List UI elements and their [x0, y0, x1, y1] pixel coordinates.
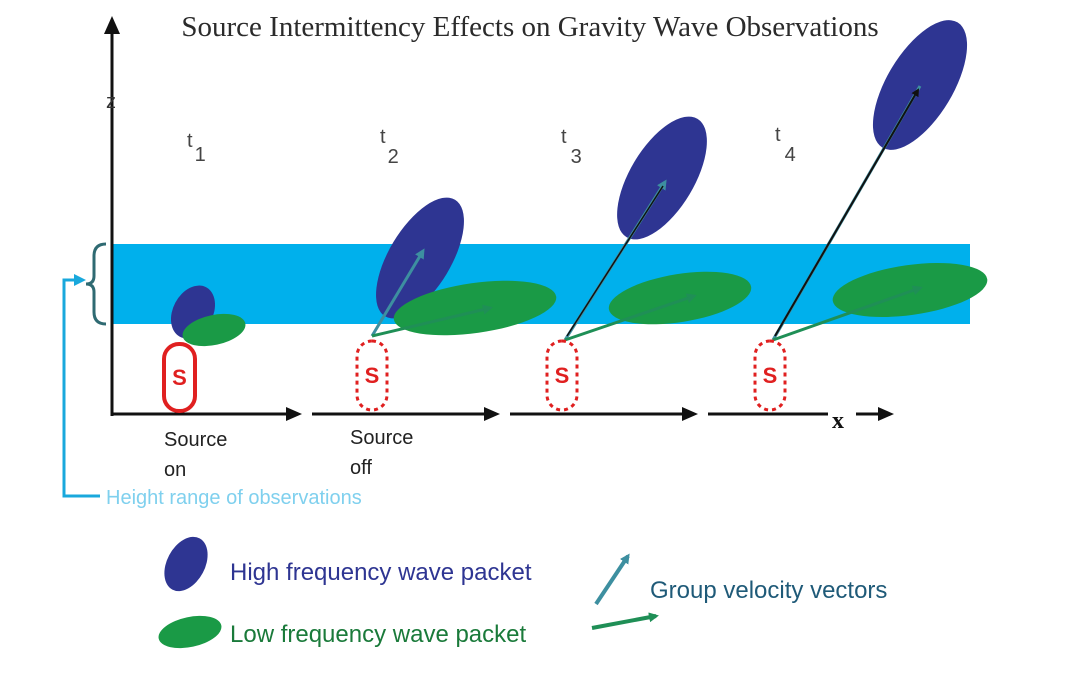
legend-high-frequency-icon — [164, 536, 208, 592]
time-label-t1: t1 — [187, 130, 206, 166]
group-velocity-vector-low-t3 — [564, 293, 697, 342]
time-label-t1-sub: 1 — [195, 144, 206, 166]
x-axis-tail-arrowhead — [878, 407, 894, 421]
legend-low-frequency-label: Low frequency wave packet — [230, 621, 527, 648]
time-label-t1-base: t — [187, 130, 193, 152]
group-velocity-vector-high-t2 — [370, 248, 425, 337]
legend-high-frequency-label: High frequency wave packet — [230, 559, 532, 586]
time-label-t4-sub: 4 — [785, 144, 796, 166]
source-off-marker-t2 — [355, 339, 389, 412]
height-range-brace — [85, 242, 107, 326]
source-off-symbol-t4: S — [763, 363, 778, 388]
height-range-connector-arrowhead — [74, 274, 86, 286]
group-velocity-vector-low-t4 — [772, 285, 923, 342]
legend-low-frequency-icon — [158, 615, 222, 649]
vector-dark-core-t4 — [774, 88, 920, 337]
legend-group-velocity-low-arrow-icon — [591, 612, 659, 630]
time-label-t4: t4 — [775, 124, 796, 166]
height-range-label: Height range of observations — [106, 487, 362, 509]
source-off-caption-line1: Source — [350, 427, 413, 449]
vector-dark-core-t3 — [566, 185, 664, 337]
legend-group-velocity-high-arrow-icon — [594, 553, 630, 606]
diagram-title: Source Intermittency Effects on Gravity … — [181, 11, 878, 43]
low-frequency-packet-t1 — [182, 313, 246, 347]
source-off-marker-t4 — [753, 339, 787, 412]
source-off-marker-t3 — [545, 339, 579, 412]
high-frequency-packet-t4 — [872, 20, 968, 150]
source-off-caption-line2: off — [350, 457, 372, 479]
time-label-t2: t2 — [380, 126, 399, 168]
x-axis-segment-1-arrowhead — [286, 407, 302, 421]
legend-group-velocity-label: Group velocity vectors — [650, 577, 887, 604]
height-range-connector — [62, 278, 100, 498]
source-on-marker — [162, 342, 197, 413]
source-on-symbol: S — [172, 365, 187, 390]
time-label-t2-base: t — [380, 126, 386, 148]
group-velocity-vector-low-t2 — [371, 304, 493, 338]
source-on-caption-line2: on — [164, 459, 186, 481]
time-label-t4-base: t — [775, 124, 781, 146]
time-label-t3-sub: 3 — [571, 146, 582, 168]
low-frequency-packet-t3 — [608, 271, 752, 325]
time-label-t3: t3 — [561, 126, 582, 168]
x-axis-segment-2-arrowhead — [484, 407, 500, 421]
high-frequency-packet-t3 — [617, 116, 707, 240]
time-label-t3-base: t — [561, 126, 567, 148]
x-axis-segment-3-arrowhead — [682, 407, 698, 421]
time-label-t2-sub: 2 — [388, 146, 399, 168]
source-off-symbol-t3: S — [555, 363, 570, 388]
z-axis-label: z — [106, 91, 116, 113]
z-axis-arrowhead — [104, 16, 120, 34]
x-axis-label: x — [832, 408, 844, 434]
source-on-caption-line1: Source — [164, 429, 227, 451]
source-off-symbol-t2: S — [365, 363, 380, 388]
